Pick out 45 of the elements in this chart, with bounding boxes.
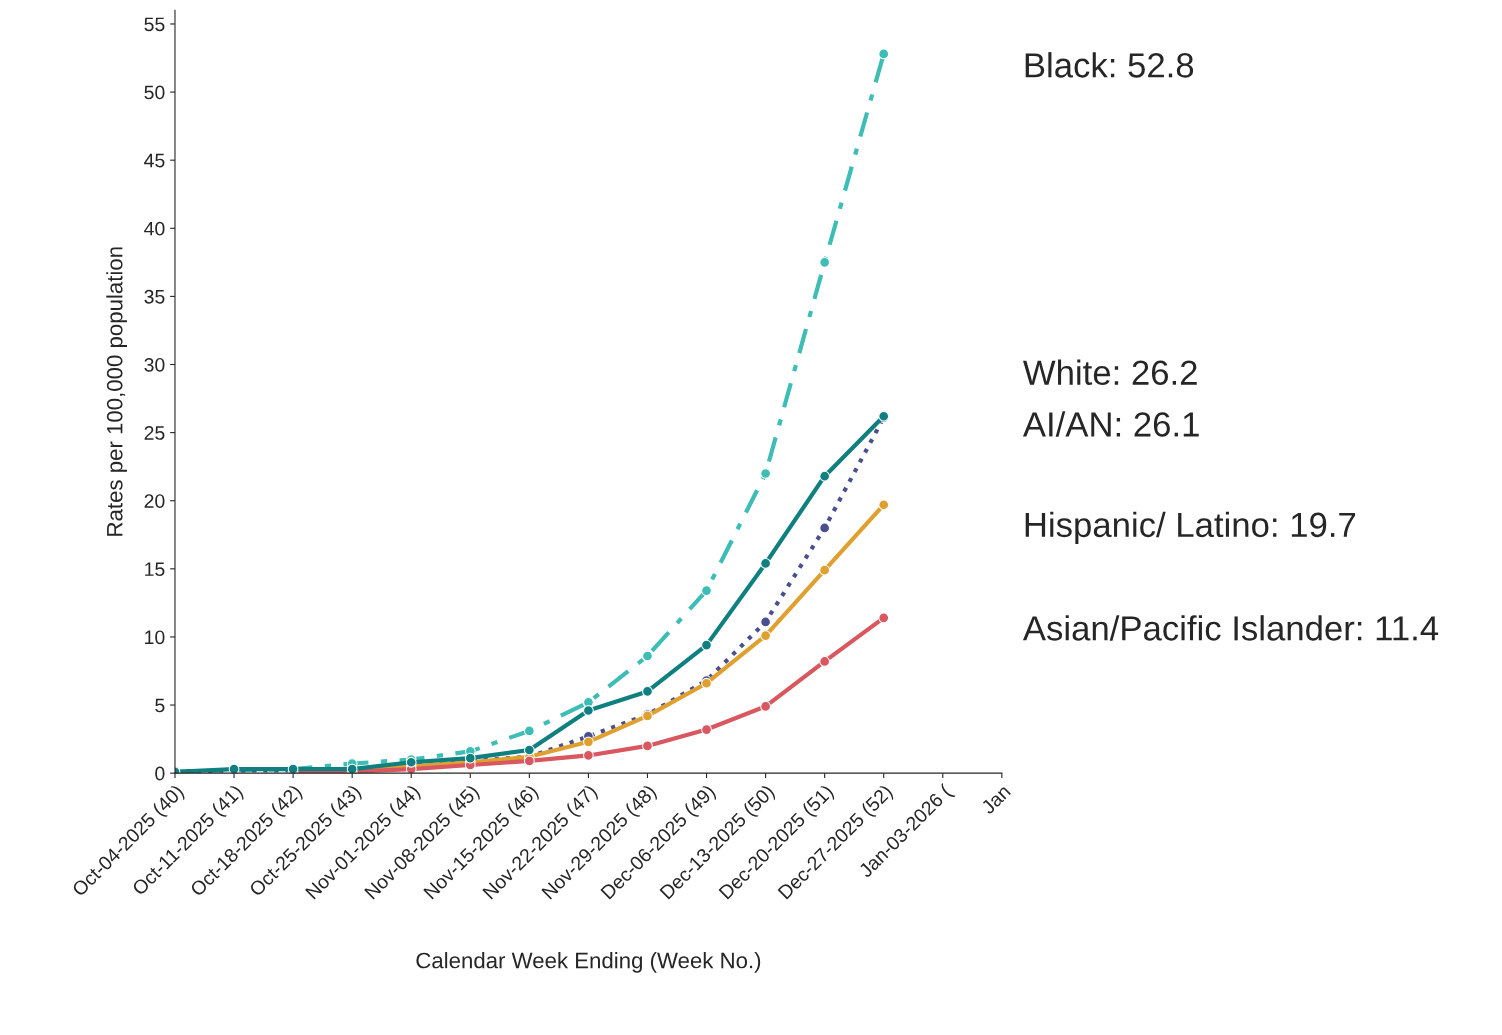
point xyxy=(583,736,594,748)
point xyxy=(760,558,771,569)
y-tick-label: 20 xyxy=(144,494,165,508)
point xyxy=(701,639,712,651)
y-tick-label: 50 xyxy=(144,85,165,100)
point xyxy=(760,468,771,479)
y-tick-label: 15 xyxy=(145,562,165,577)
x-axis-title: Calendar Week Ending (Week No.) xyxy=(416,952,761,973)
point xyxy=(878,499,890,511)
text: Black: 52.8 xyxy=(1025,52,1194,78)
point xyxy=(583,705,594,716)
point xyxy=(760,701,771,712)
point xyxy=(760,630,771,641)
point xyxy=(701,724,712,735)
y-tick-label: 35 xyxy=(144,289,165,304)
point xyxy=(819,564,831,576)
text: AI/AN: 26.1 xyxy=(1022,411,1199,437)
point xyxy=(819,470,831,482)
y-tick-label: 40 xyxy=(144,221,165,236)
x-tick-label: Jan xyxy=(980,784,1012,815)
point xyxy=(642,650,653,662)
point xyxy=(523,744,535,756)
point xyxy=(819,256,831,268)
text: Asian/Pacific Islander: 11.4 xyxy=(1022,615,1439,641)
text: White: 26.2 xyxy=(1023,359,1197,386)
point xyxy=(642,740,653,752)
y-tick-label: 0 xyxy=(155,766,165,781)
y-tick-label: 55 xyxy=(144,17,165,32)
point xyxy=(523,725,535,737)
y-tick-label: 25 xyxy=(144,426,165,440)
y-tick-label: 30 xyxy=(144,357,165,372)
point xyxy=(642,686,653,697)
point xyxy=(760,616,771,628)
point xyxy=(583,750,594,761)
point xyxy=(878,48,890,60)
point xyxy=(878,612,890,624)
text: Hispanic/ Latino: 19.7 xyxy=(1025,511,1356,545)
point xyxy=(701,585,712,596)
y-axis-title: Rates per 100,000 population xyxy=(106,247,127,536)
point xyxy=(819,522,831,534)
y-tick-label: 45 xyxy=(144,153,165,168)
y-tick-label: 5 xyxy=(155,698,165,713)
point xyxy=(523,755,535,767)
y-tick-label: 10 xyxy=(145,630,165,645)
point xyxy=(819,656,831,667)
